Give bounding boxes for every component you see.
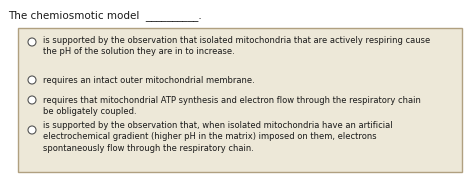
Circle shape (28, 76, 36, 84)
Text: requires an intact outer mitochondrial membrane.: requires an intact outer mitochondrial m… (43, 76, 255, 85)
Text: requires that mitochondrial ATP synthesis and electron flow through the respirat: requires that mitochondrial ATP synthesi… (43, 96, 421, 116)
Text: is supported by the observation that, when isolated mitochondria have an artific: is supported by the observation that, wh… (43, 121, 392, 153)
Text: is supported by the observation that isolated mitochondria that are actively res: is supported by the observation that iso… (43, 36, 430, 56)
FancyBboxPatch shape (18, 28, 462, 172)
Text: The chemiosmotic model  __________.: The chemiosmotic model __________. (8, 10, 202, 21)
Circle shape (28, 96, 36, 104)
Circle shape (28, 38, 36, 46)
Circle shape (28, 126, 36, 134)
